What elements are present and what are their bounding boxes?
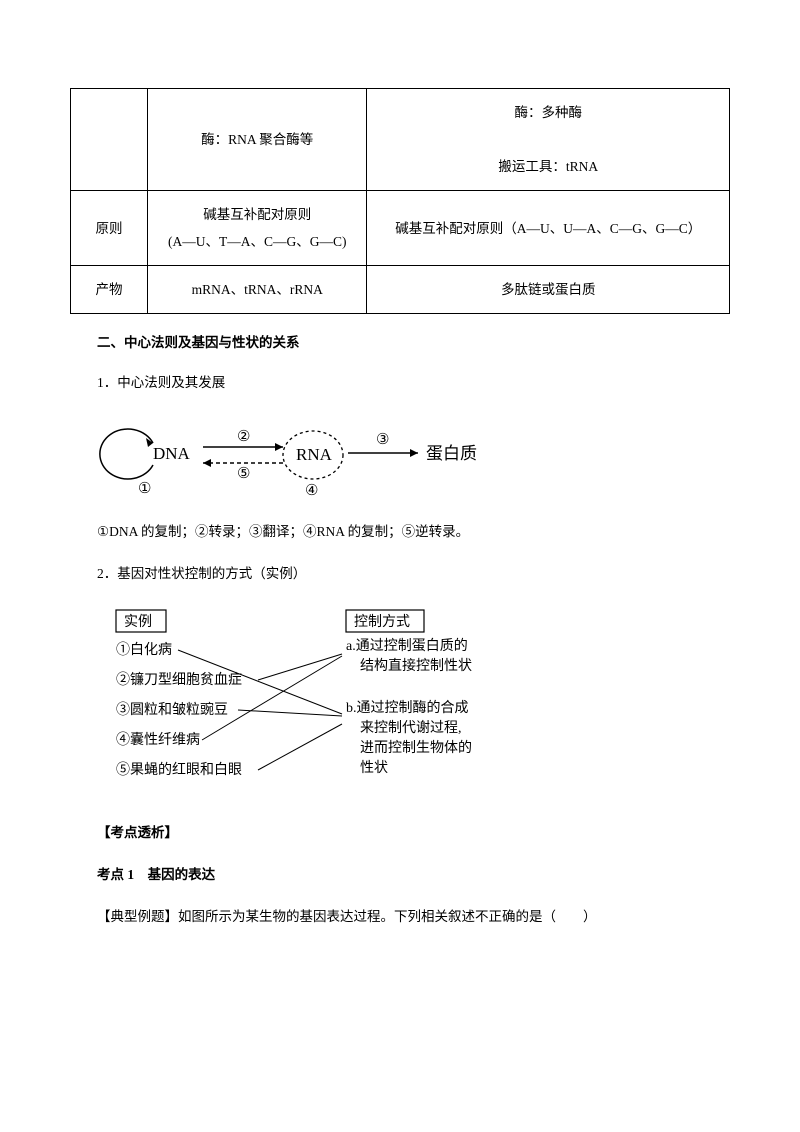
- label-3: ③: [376, 432, 389, 448]
- right-item: 来控制代谢过程,: [346, 720, 462, 736]
- central-dogma-diagram: DNA RNA 蛋白质 ① ② ③ ④ ⑤: [98, 413, 730, 503]
- example-text: 【典型例题】如图所示为某生物的基因表达过程。下列相关叙述不正确的是（ ）: [70, 906, 730, 928]
- table-row-label: 原则: [71, 191, 148, 266]
- left-header: 实例: [124, 614, 152, 630]
- dna-label: DNA: [153, 444, 191, 463]
- comparison-table: 酶：RNA 聚合酶等 酶：多种酶 搬运工具：tRNA 原则 碱基互补配对原则 (…: [70, 88, 730, 314]
- right-item: 结构直接控制性状: [346, 657, 472, 674]
- table-cell: mRNA、tRNA、rRNA: [148, 266, 367, 314]
- right-item: 性状: [346, 760, 388, 776]
- left-item: ④囊性纤维病: [116, 731, 200, 748]
- subheading: 2．基因对性状控制的方式（实例）: [70, 563, 730, 585]
- cell-text: 酶：RNA 聚合酶等: [201, 132, 313, 147]
- left-item: ⑤果蝇的红眼和白眼: [116, 762, 242, 778]
- right-item: 进而控制生物体的: [346, 740, 472, 756]
- label-2: ②: [237, 429, 250, 445]
- cell-text: 搬运工具：tRNA: [498, 159, 598, 174]
- table-cell: 碱基互补配对原则 (A—U、T—A、C—G、G—C): [148, 191, 367, 266]
- table-row-label: [71, 89, 148, 191]
- table-cell: 碱基互补配对原则（A—U、U—A、C—G、G—C）: [367, 191, 730, 266]
- cell-text: 碱基互补配对原则: [203, 207, 311, 222]
- cell-text: 酶：多种酶: [514, 105, 582, 120]
- rna-label: RNA: [296, 445, 333, 464]
- gene-trait-diagram: 实例 控制方式 ①白化病 ②镰刀型细胞贫血症 ③圆粒和皱粒豌豆 ④囊性纤维病 ⑤…: [98, 604, 730, 804]
- topic-heading: 考点 1 基因的表达: [70, 864, 730, 886]
- protein-label: 蛋白质: [426, 444, 477, 463]
- table-cell: 多肽链或蛋白质: [367, 266, 730, 314]
- label-4: ④: [305, 483, 318, 499]
- left-item: ③圆粒和皱粒豌豆: [116, 702, 228, 718]
- section-heading: 二、中心法则及基因与性状的关系: [70, 332, 730, 354]
- table-cell: 酶：RNA 聚合酶等: [148, 89, 367, 191]
- table-cell: 酶：多种酶 搬运工具：tRNA: [367, 89, 730, 191]
- diagram-caption: ①DNA 的复制；②转录；③翻译；④RNA 的复制；⑤逆转录。: [70, 521, 730, 543]
- analysis-heading: 【考点透析】: [70, 822, 730, 844]
- right-item: b.通过控制酶的合成: [346, 700, 469, 716]
- subheading: 1．中心法则及其发展: [70, 372, 730, 394]
- table-row-label: 产物: [71, 266, 148, 314]
- right-item: a.通过控制蛋白质的: [346, 638, 468, 654]
- label-5: ⑤: [237, 466, 250, 482]
- left-item: ①白化病: [116, 642, 172, 658]
- label-1: ①: [138, 481, 151, 497]
- right-header: 控制方式: [354, 614, 410, 630]
- left-item: ②镰刀型细胞贫血症: [116, 671, 242, 688]
- cell-text: (A—U、T—A、C—G、G—C): [168, 234, 347, 249]
